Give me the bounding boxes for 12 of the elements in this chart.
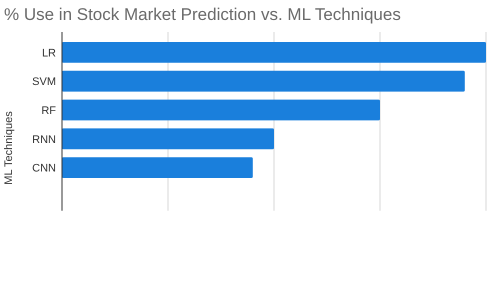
- y-tick-label: RF: [41, 105, 56, 117]
- bar: [62, 70, 465, 92]
- y-tick-label: SVM: [32, 76, 56, 88]
- bar: [62, 100, 380, 120]
- bar: [62, 157, 253, 178]
- y-tick-label: CNN: [32, 162, 56, 175]
- bar: [62, 42, 486, 63]
- y-axis-title: ML Techniques: [3, 110, 15, 185]
- y-tick-label: LR: [42, 47, 56, 60]
- y-tick-label: RNN: [32, 134, 56, 146]
- chart-title: % Use in Stock Market Prediction vs. ML Techniques: [4, 5, 401, 24]
- bar: [62, 128, 274, 150]
